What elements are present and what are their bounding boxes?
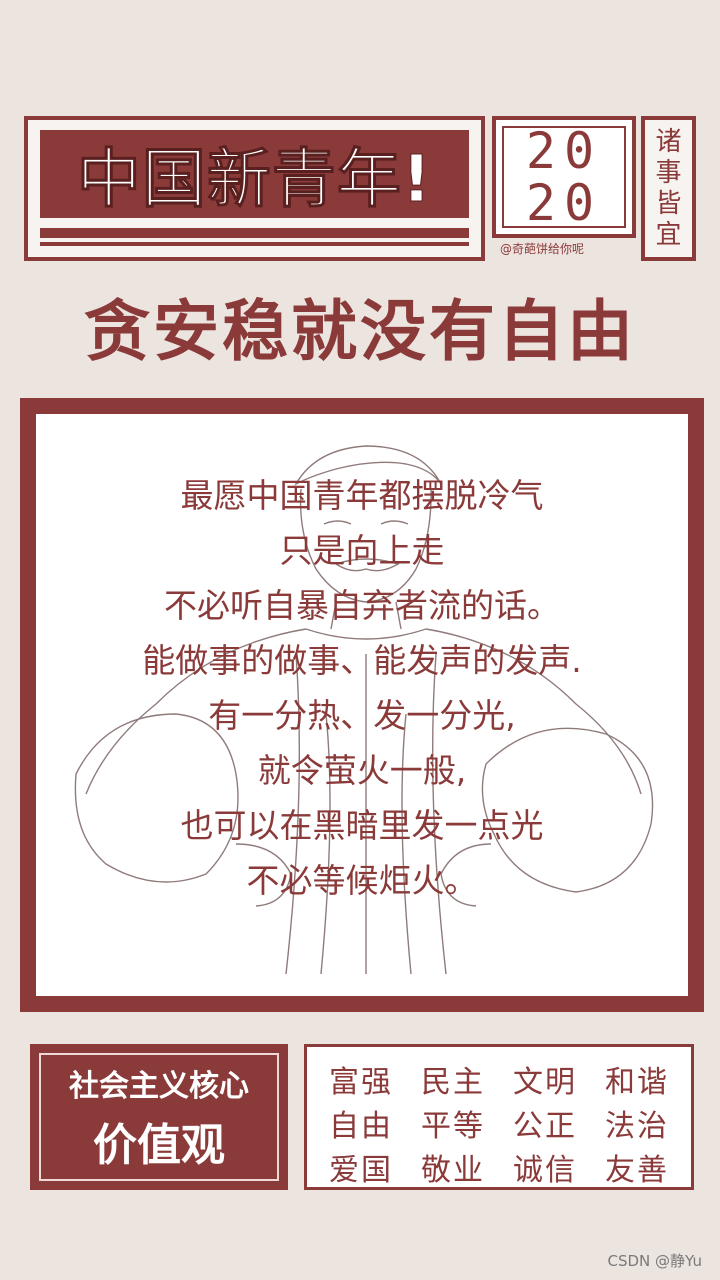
value-item: 友善 bbox=[605, 1153, 669, 1188]
poem-line: 能做事的做事、能发声的发声. bbox=[142, 641, 582, 680]
values-panel: 富强 民主 文明 和谐 自由 平等 公正 法治 爱国 敬业 诚信 友善 bbox=[304, 1044, 694, 1190]
value-item: 自由 bbox=[329, 1109, 393, 1144]
motto-char: 事 bbox=[655, 157, 682, 188]
poem-line: 最愿中国青年都摆脱冷气 bbox=[180, 476, 544, 515]
value-item: 法治 bbox=[605, 1109, 669, 1144]
poem-line: 不必等候炬火。 bbox=[246, 861, 478, 900]
watermark-text: CSDN @静Yu bbox=[607, 1252, 702, 1270]
value-item: 和谐 bbox=[605, 1065, 669, 1100]
header-rule bbox=[40, 228, 469, 238]
motto-char: 宜 bbox=[655, 219, 682, 250]
slogan-headline: 贪安稳就没有自由 bbox=[84, 293, 636, 370]
value-item: 诚信 bbox=[513, 1153, 577, 1188]
header-rule-thin bbox=[40, 242, 469, 246]
year-panel: 20 20 bbox=[492, 116, 636, 238]
value-item: 民主 bbox=[421, 1065, 485, 1100]
portrait-sketch-illustration bbox=[74, 445, 654, 975]
year-frame: 20 20 bbox=[502, 122, 626, 232]
poem-line: 不必听自暴自弃者流的话。 bbox=[164, 586, 560, 625]
motto-char: 皆 bbox=[655, 188, 682, 219]
poem-line: 有一分热、发一分光, bbox=[208, 696, 516, 735]
value-item: 爱国 bbox=[329, 1153, 393, 1188]
value-item: 平等 bbox=[421, 1109, 485, 1144]
value-item: 富强 bbox=[329, 1065, 393, 1100]
core-values-subtitle: 价值观 bbox=[93, 1120, 225, 1171]
poem-frame: 最愿中国青年都摆脱冷气 只是向上走 不必听自暴自弃者流的话。 能做事的做事、能发… bbox=[20, 398, 704, 1012]
poem-panel: 最愿中国青年都摆脱冷气 只是向上走 不必听自暴自弃者流的话。 能做事的做事、能发… bbox=[36, 414, 688, 996]
poem-line: 也可以在黑暗里发一点光 bbox=[180, 806, 544, 845]
poem-text: 最愿中国青年都摆脱冷气 只是向上走 不必听自暴自弃者流的话。 能做事的做事、能发… bbox=[36, 468, 688, 908]
core-values-label-panel: 社会主义核心 价值观 bbox=[30, 1044, 288, 1190]
poem-line: 只是向上走 bbox=[279, 531, 445, 570]
values-grid: 富强 民主 文明 和谐 自由 平等 公正 法治 爱国 敬业 诚信 友善 bbox=[315, 1057, 683, 1188]
header-title-panel: 中国新青年! bbox=[24, 116, 485, 261]
vertical-motto: 诸 事 皆 宜 bbox=[641, 116, 696, 261]
value-item: 文明 bbox=[513, 1065, 577, 1100]
poem-line: 就令萤火一般, bbox=[257, 751, 467, 790]
core-values-label-frame: 社会主义核心 价值观 bbox=[39, 1053, 279, 1181]
year-top: 20 bbox=[525, 122, 603, 180]
header-title: 中国新青年! bbox=[76, 143, 433, 218]
title-banner: 中国新青年! bbox=[40, 130, 469, 218]
year-bottom: 20 bbox=[525, 174, 603, 232]
value-item: 敬业 bbox=[421, 1153, 485, 1188]
core-values-title: 社会主义核心 bbox=[69, 1069, 249, 1104]
motto-char: 诸 bbox=[655, 126, 682, 157]
value-item: 公正 bbox=[513, 1109, 577, 1144]
author-credit: @奇葩饼给你呢 bbox=[500, 242, 585, 256]
